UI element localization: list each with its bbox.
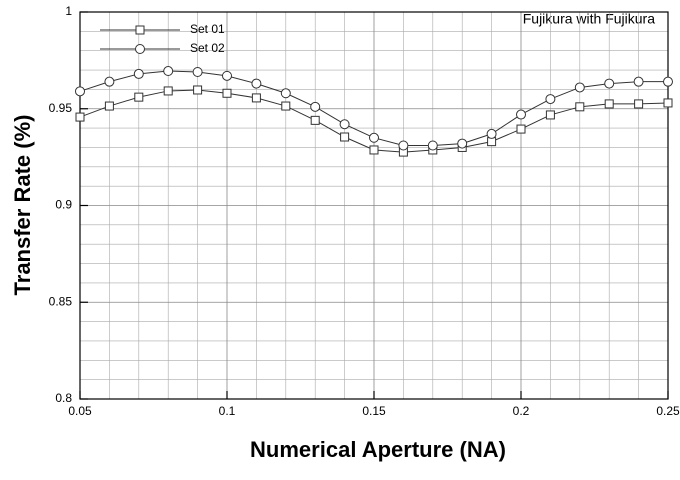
marker — [104, 76, 115, 87]
marker — [427, 140, 438, 151]
x-axis-title: Numerical Aperture (NA) — [250, 437, 506, 462]
marker — [634, 99, 644, 109]
marker — [281, 101, 291, 111]
y-tick-label: 0.8 — [55, 391, 72, 405]
marker — [310, 101, 321, 112]
marker — [604, 78, 615, 89]
y-tick-label: 0.95 — [49, 101, 73, 115]
y-tick-label: 1 — [65, 4, 72, 18]
marker — [369, 145, 379, 155]
marker — [604, 99, 614, 109]
marker — [192, 66, 203, 77]
x-tick-label: 0.25 — [656, 404, 680, 418]
marker — [340, 132, 350, 142]
marker — [339, 119, 350, 130]
marker — [545, 110, 555, 120]
plot-frame — [79, 11, 669, 400]
legend-label: Set 02 — [190, 41, 225, 55]
marker — [75, 86, 85, 97]
marker — [251, 78, 262, 89]
y-tick-label: 0.85 — [49, 294, 73, 308]
y-axis-title: Transfer Rate (%) — [10, 115, 35, 296]
legend-marker — [135, 44, 145, 54]
marker — [280, 88, 291, 99]
marker — [574, 82, 585, 93]
marker — [163, 66, 174, 77]
marker — [104, 101, 114, 111]
x-tick-label: 0.05 — [68, 404, 92, 418]
marker — [633, 76, 644, 87]
marker — [222, 88, 232, 98]
marker — [251, 93, 261, 103]
marker — [457, 138, 468, 149]
marker — [516, 124, 526, 134]
marker — [516, 109, 526, 120]
marker — [545, 94, 556, 105]
marker — [486, 128, 497, 139]
legend-marker — [135, 25, 145, 35]
marker — [193, 85, 203, 95]
x-tick-label: 0.15 — [362, 404, 386, 418]
marker — [163, 86, 173, 96]
annotation: Fujikura with Fujikura — [523, 11, 655, 27]
marker — [663, 76, 673, 87]
marker — [133, 68, 144, 79]
legend-label: Set 01 — [190, 22, 225, 36]
y-tick-label: 0.9 — [55, 198, 72, 212]
marker — [575, 102, 585, 112]
marker — [134, 92, 144, 102]
x-tick-label: 0.1 — [219, 404, 236, 418]
marker — [663, 98, 673, 108]
marker — [222, 70, 232, 81]
marker — [369, 132, 379, 143]
marker — [75, 112, 85, 122]
marker — [310, 115, 320, 125]
x-tick-label: 0.2 — [513, 404, 530, 418]
marker — [398, 140, 409, 151]
